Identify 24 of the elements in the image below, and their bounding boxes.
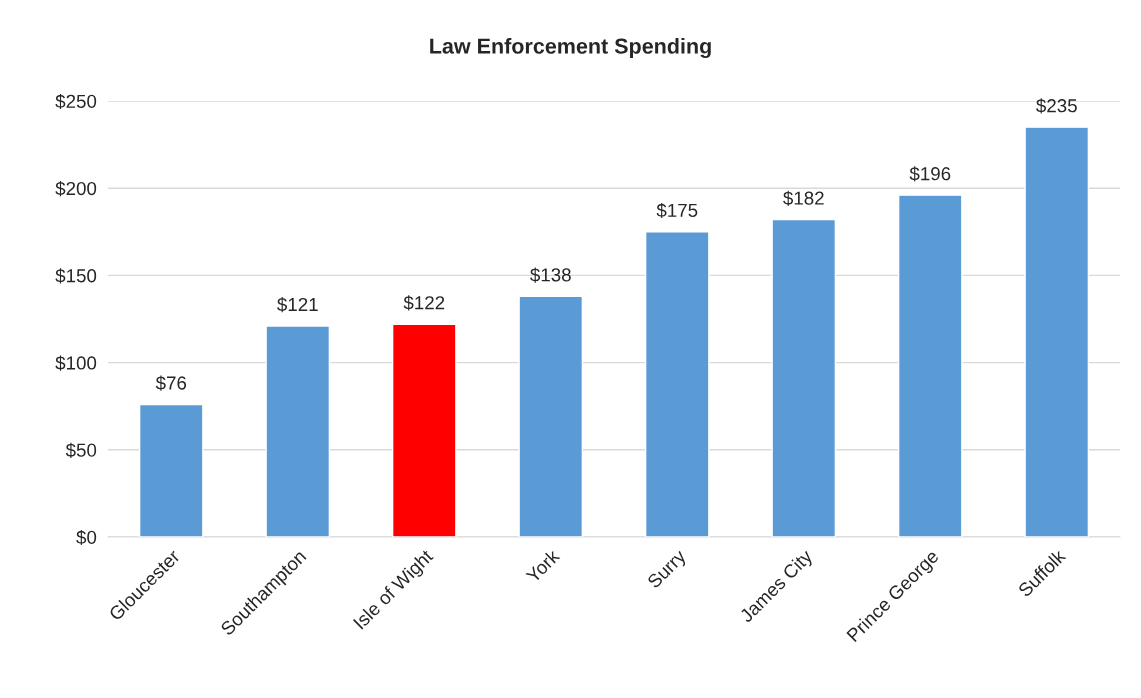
bar — [518, 295, 584, 537]
bar — [391, 323, 457, 537]
data-label: $182 — [783, 190, 824, 206]
y-tick-label: $250 — [55, 93, 97, 110]
x-tick-label: York — [524, 548, 561, 584]
data-label: $235 — [1036, 98, 1077, 114]
data-label: $121 — [277, 297, 318, 313]
data-label: $196 — [909, 166, 951, 182]
y-tick-label: $0 — [76, 529, 97, 546]
bar — [897, 194, 963, 537]
bar — [1024, 126, 1090, 537]
data-label: $138 — [530, 267, 571, 283]
bar — [265, 325, 331, 537]
y-tick-label: $200 — [55, 181, 97, 197]
bar — [771, 218, 837, 537]
data-label: $175 — [656, 202, 698, 219]
chart-title: Law Enforcement Spending — [430, 37, 711, 59]
data-label: $122 — [403, 295, 445, 311]
y-tick-label: $150 — [55, 268, 97, 284]
y-tick-label: $100 — [55, 355, 97, 371]
bar — [138, 403, 204, 537]
data-label: $76 — [155, 375, 187, 391]
bar — [644, 231, 710, 537]
y-tick-label: $50 — [65, 442, 97, 458]
